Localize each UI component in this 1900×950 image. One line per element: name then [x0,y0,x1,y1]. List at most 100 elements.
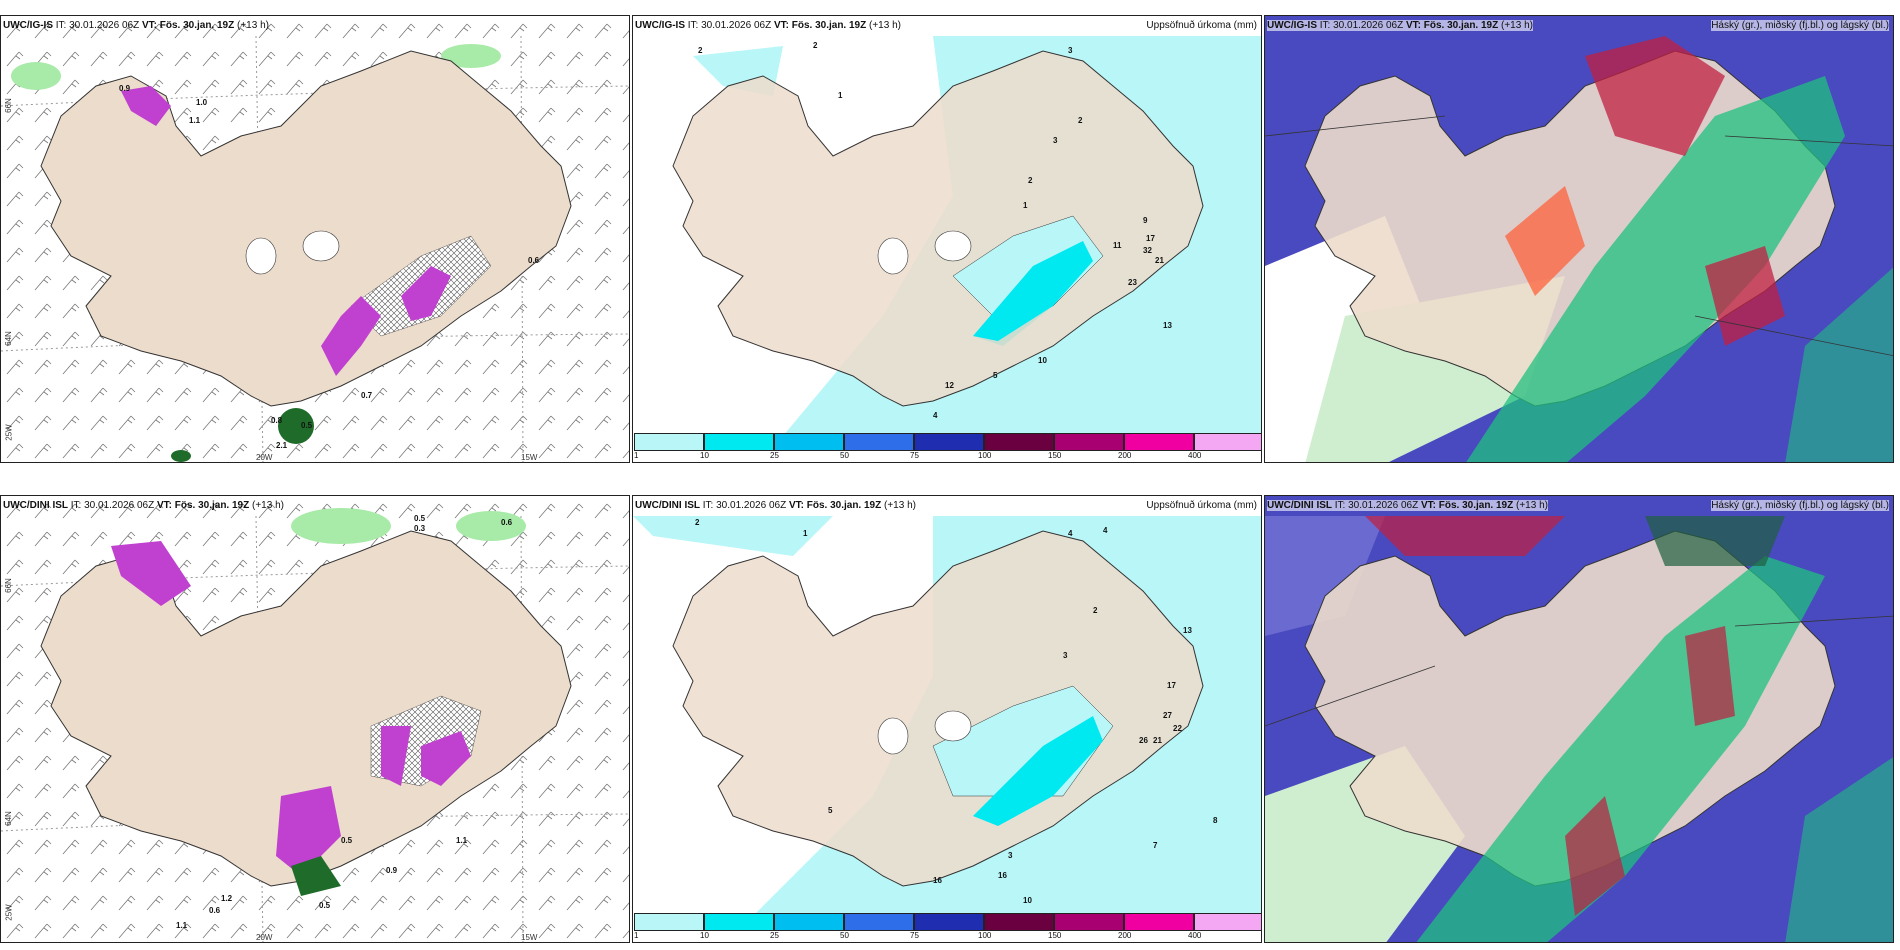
map-value: 10 [1038,356,1047,365]
iceland-landmass [40,50,572,407]
panel-title-right: Háský (gr.), miðský (fj.bl.) og lágský (… [1711,20,1889,31]
colorbar-bin [634,913,704,931]
map-value: 13 [1163,321,1172,330]
map-value: 3 [1053,136,1058,145]
colorbar-bin [984,913,1054,931]
map-value: 0.6 [501,518,513,527]
colorbar-bin [914,433,984,451]
map-value: 1.1 [456,836,468,845]
colorbar-bin [1124,433,1194,451]
map-value: 1 [1023,201,1028,210]
colorbar-tick: 400 [1188,451,1202,460]
map-wind-barbs [1,496,629,942]
map-value: 2 [1093,606,1098,615]
colorbar-tick: 100 [978,451,992,460]
map-value: 3 [1008,851,1013,860]
colorbar-tick: 50 [840,451,849,460]
map-value: 21 [1155,256,1164,265]
map-accum-precip [672,36,1261,436]
panel-bottom-right-clouds: UWC/DINI ISL IT: 30.01.2026 06Z VT: Fös.… [1264,495,1894,943]
map-value: 7 [1153,841,1158,850]
map-accum-precip [633,516,1261,916]
map-value: 11 [1113,241,1122,250]
panel-header: UWC/IG-IS IT: 30.01.2026 06Z VT: Fös. 30… [635,20,901,31]
colorbar-bin [774,433,844,451]
map-value: 21 [1153,736,1162,745]
map-value: 2 [813,41,818,50]
map-value: 2.1 [276,441,288,450]
colorbar-tick: 1 [634,451,639,460]
colorbar-bin [844,433,914,451]
panel-header: UWC/DINI ISL IT: 30.01.2026 06Z VT: Fös.… [3,500,284,511]
lon-label-15w: 15W [521,933,538,942]
map-value: 1 [838,91,843,100]
map-value: 0.8 [271,416,283,425]
lat-label-66n: 66N [3,98,13,113]
map-value: 27 [1163,711,1172,720]
panel-header: UWC/IG-IS IT: 30.01.2026 06Z VT: Fös. 30… [1267,20,1533,31]
lon-label-20w: 20W [256,933,273,942]
map-value: 0.7 [361,391,373,400]
colorbar-tick: 200 [1118,451,1132,460]
map-value: 4 [1103,526,1108,535]
lon-label-20w: 20W [256,453,273,462]
map-value: 9 [1143,216,1148,225]
map-value: 17 [1146,234,1155,243]
map-value: 0.5 [319,901,331,910]
panel-top-right-clouds: UWC/IG-IS IT: 30.01.2026 06Z VT: Fös. 30… [1264,15,1894,463]
map-value: 3 [1068,46,1073,55]
map-value: 1.1 [176,921,188,930]
map-value: 8 [1213,816,1218,825]
map-value: 0.5 [341,836,353,845]
panel-header: UWC/IG-IS IT: 30.01.2026 06Z VT: Fös. 30… [3,20,269,31]
map-wind-barbs [1,16,629,462]
colorbar-bin [704,433,774,451]
panel-top-left-wind-precip: UWC/IG-IS IT: 30.01.2026 06Z VT: Fös. 30… [0,15,630,463]
map-value: 10 [1023,896,1032,905]
map-value: 4 [933,411,938,420]
colorbar-tick: 75 [910,451,919,460]
colorbar-tick: 150 [1048,451,1062,460]
precip-colorbar: 1 10 25 50 75 100 150 200 400 [634,913,1261,941]
lon-label-25w: 25W [4,424,14,441]
map-value: 16 [998,871,1007,880]
lon-label-15w: 15W [521,453,538,462]
map-clouds [1265,496,1893,942]
colorbar-tick: 25 [770,451,779,460]
colorbar-bin [1194,433,1261,451]
map-value: 16 [933,876,942,885]
colorbar-tick: 1 [634,931,639,940]
map-value: 17 [1167,681,1176,690]
colorbar-bin [984,433,1054,451]
map-value: 23 [1128,278,1137,287]
lat-label-64n: 64N [3,811,13,826]
map-value: 1.2 [221,894,233,903]
map-value: 0.5 [414,514,426,523]
colorbar-tick: 25 [770,931,779,940]
map-value: 22 [1173,724,1182,733]
colorbar-bin [1054,913,1124,931]
map-value: 1 [803,529,808,538]
lat-label-64n: 64N [3,331,13,346]
colorbar-tick: 10 [700,931,709,940]
panel-title-right: Uppsöfnuð úrkoma (mm) [1146,20,1257,31]
map-value: 26 [1139,736,1148,745]
map-value: 2 [1028,176,1033,185]
panel-title-right: Háský (gr.), miðský (fj.bl.) og lágský (… [1711,500,1889,511]
panel-bottom-mid-accum-precip: UWC/DINI ISL IT: 30.01.2026 06Z VT: Fös.… [632,495,1262,943]
map-value: 0.3 [414,524,426,533]
map-value: 2 [695,518,700,527]
map-value: 0.6 [209,906,221,915]
lat-label-66n: 66N [3,578,13,593]
iceland-landmass [672,50,1204,407]
map-value: 2 [1078,116,1083,125]
colorbar-tick: 200 [1118,931,1132,940]
colorbar-bin [1054,433,1124,451]
colorbar-bin [1194,913,1261,931]
colorbar-bin [844,913,914,931]
map-value: 13 [1183,626,1192,635]
colorbar-tick: 150 [1048,931,1062,940]
panel-header: UWC/DINI ISL IT: 30.01.2026 06Z VT: Fös.… [1267,500,1548,511]
map-value: 3 [1063,651,1068,660]
panel-title-right: Uppsöfnuð úrkoma (mm) [1146,500,1257,511]
